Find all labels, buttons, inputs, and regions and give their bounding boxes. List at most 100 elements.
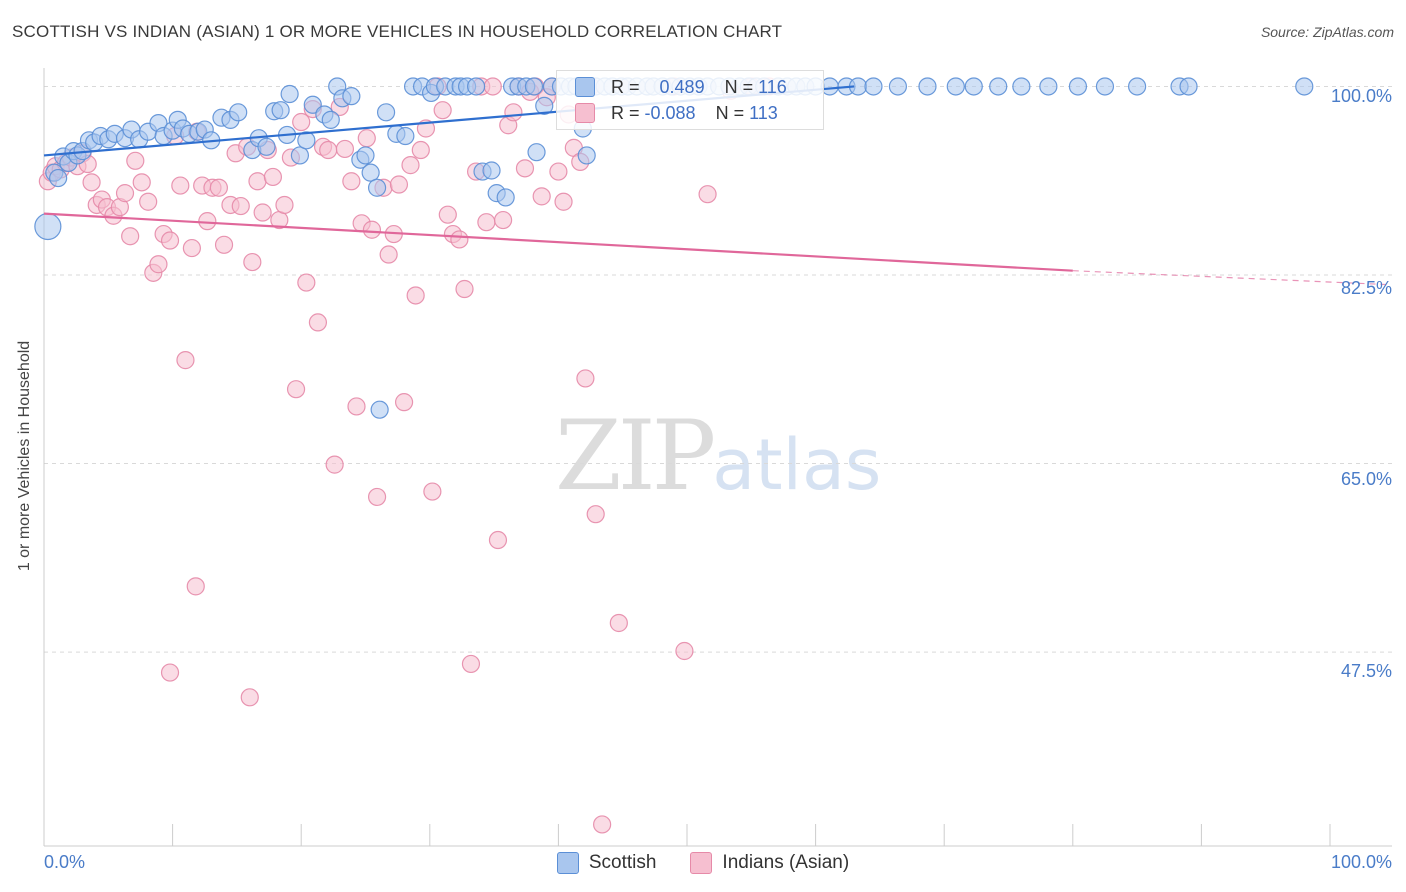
stats-legend: R = 0.489 N = 116 R = -0.088 N = 113 (556, 70, 824, 130)
point-indian-101 (586, 505, 605, 524)
point-scottish-34 (280, 84, 299, 104)
point-scottish-113 (1127, 77, 1147, 96)
point-indian-38 (243, 252, 262, 272)
point-indian-27 (182, 238, 201, 258)
point-scottish-107 (964, 77, 983, 96)
point-indian-53 (325, 455, 344, 474)
point-indian-16 (121, 227, 140, 246)
watermark-zip: ZIP (555, 400, 716, 512)
point-indian-21 (149, 255, 168, 274)
y-axis-label: 1 or more Vehicles in Household (16, 340, 33, 572)
point-indian-44 (275, 195, 294, 215)
point-scottish-48 (376, 103, 396, 122)
trendline-indian (43, 212, 1073, 272)
r-value-scottish: 0.489 (659, 76, 705, 97)
point-scottish-45 (356, 146, 375, 165)
point-scottish-112 (1095, 77, 1115, 96)
point-scottish-60 (466, 77, 486, 96)
point-scottish-2 (49, 168, 68, 188)
point-scottish-37 (297, 131, 316, 150)
x-tick-left: 0.0% (44, 852, 86, 872)
source-credit: Source: ZipAtlas.com (1260, 24, 1394, 40)
point-indian-81 (477, 213, 496, 232)
point-indian-67 (401, 156, 420, 175)
point-indian-57 (347, 397, 366, 416)
legend-label-indian: Indians (Asian) (722, 852, 850, 873)
point-scottish-117 (577, 146, 596, 165)
point-indian-32 (209, 178, 228, 197)
point-scottish-111 (1068, 77, 1088, 96)
point-indian-108 (698, 185, 717, 204)
legend-item-indian[interactable]: Indians (Asian) (690, 852, 849, 874)
point-indian-36 (231, 196, 250, 216)
point-scottish-62 (482, 161, 501, 180)
point-scottish-36 (290, 146, 310, 165)
n-label: N = (724, 76, 754, 97)
point-indian-68 (406, 286, 425, 305)
point-indian-15 (115, 184, 135, 203)
point-scottish-38 (303, 95, 322, 114)
r-label: R = (611, 102, 640, 123)
watermark: ZIPatlas (555, 400, 881, 512)
stats-row-scottish: R = 0.489 N = 116 (575, 75, 787, 99)
bottom-legend: Scottish Indians (Asian) (0, 852, 1406, 874)
point-indian-33 (214, 235, 234, 254)
point-indian-42 (263, 167, 283, 187)
stats-row-indian: R = -0.088 N = 113 (575, 101, 778, 125)
legend-swatch-scottish-icon (556, 852, 579, 874)
point-indian-104 (186, 577, 205, 596)
point-indian-86 (504, 103, 523, 122)
y-tick-82-5: 82.5% (1340, 278, 1392, 298)
chart-title: SCOTTISH VS INDIAN (ASIAN) 1 OR MORE VEH… (12, 22, 783, 41)
x-tick-right: 100.0% (1330, 852, 1392, 872)
point-indian-48 (297, 273, 316, 292)
swatch-indian-icon (575, 103, 595, 123)
r-label: R = (611, 76, 640, 97)
point-indian-73 (433, 101, 452, 120)
point-indian-83 (488, 530, 508, 550)
n-value-scottish: 116 (758, 76, 787, 97)
point-indian-103 (160, 663, 180, 682)
trendline-dashed-indian (1072, 270, 1391, 286)
n-value-indian: 113 (749, 102, 778, 123)
point-indian-66 (394, 393, 414, 412)
n-label: N = (715, 102, 745, 123)
swatch-scottish-icon (575, 77, 595, 97)
point-indian-47 (292, 112, 311, 132)
point-indian-94 (549, 162, 568, 181)
point-indian-50 (308, 313, 328, 332)
point-indian-91 (532, 187, 551, 206)
point-indian-30 (198, 212, 217, 231)
point-indian-88 (515, 159, 535, 178)
point-indian-77 (455, 279, 474, 299)
point-scottish-103 (864, 77, 883, 96)
legend-swatch-indian-icon (690, 852, 713, 874)
point-scottish-115 (1179, 77, 1198, 96)
point-indian-71 (423, 482, 442, 501)
point-indian-107 (675, 641, 694, 661)
point-indian-25 (171, 176, 190, 195)
point-indian-84 (494, 210, 513, 230)
point-scottish-108 (989, 77, 1008, 96)
point-indian-59 (357, 129, 376, 148)
point-scottish-69 (535, 96, 554, 115)
point-indian-52 (319, 140, 338, 160)
y-tick-47-5: 47.5% (1340, 661, 1392, 681)
point-scottish-43 (342, 87, 361, 106)
point-scottish-64 (496, 188, 515, 207)
point-scottish-47 (367, 178, 387, 197)
legend-item-scottish[interactable]: Scottish (556, 852, 656, 874)
point-indian-26 (176, 351, 195, 370)
point-scottish-51 (396, 126, 415, 146)
point-indian-76 (450, 230, 469, 249)
watermark-atlas: atlas (712, 424, 882, 506)
point-indian-69 (411, 140, 430, 160)
point-scottish-49 (370, 400, 389, 419)
point-scottish-46 (361, 163, 380, 182)
point-indian-23 (160, 231, 180, 250)
point-scottish-0 (34, 212, 62, 241)
point-indian-106 (609, 613, 628, 633)
point-indian-39 (248, 172, 267, 191)
point-scottish-105 (918, 77, 937, 96)
point-scottish-31 (257, 137, 276, 156)
